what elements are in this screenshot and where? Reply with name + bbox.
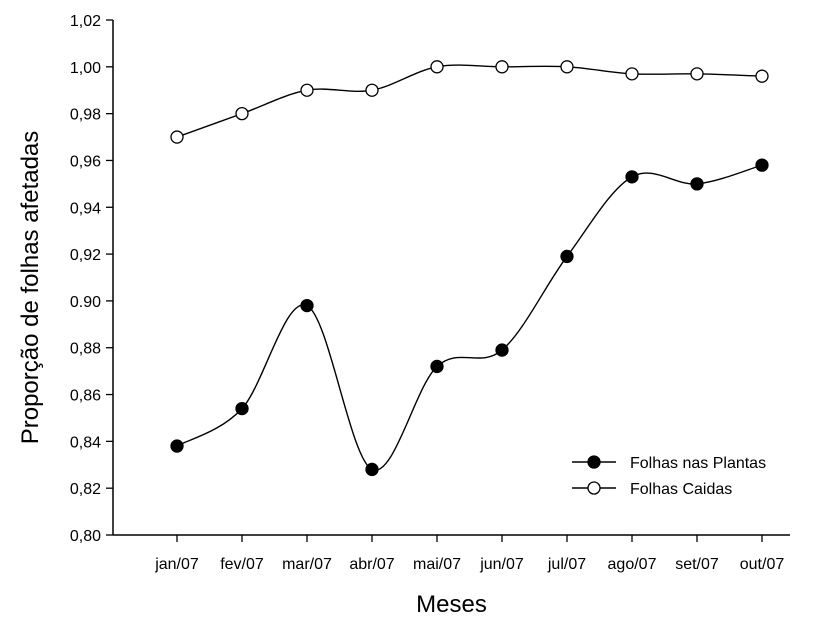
data-point [300, 298, 314, 313]
data-point [625, 170, 639, 184]
y-tick-label: 0,96 [70, 153, 101, 170]
series-line [176, 64, 763, 138]
legend-item: Folhas Caidas [572, 481, 732, 498]
legend: Folhas nas Plantas Folhas Caidas [572, 455, 766, 498]
data-point [755, 158, 769, 172]
data-point [755, 69, 769, 83]
data-point [560, 249, 574, 264]
y-tick-label: 0,82 [70, 481, 101, 498]
data-point [625, 67, 639, 81]
y-tick-label: 0,80 [70, 528, 101, 545]
y-tick-label: 0,92 [70, 247, 101, 264]
data-point [560, 60, 574, 74]
data-point [690, 67, 704, 81]
x-tick-label: mai/07 [413, 556, 461, 573]
x-tick-label: ago/07 [608, 556, 657, 573]
y-tick-label: 0,88 [70, 341, 101, 358]
x-tick-label: abr/07 [349, 556, 394, 573]
legend-marker [587, 481, 601, 495]
data-point [690, 177, 704, 191]
data-point [170, 439, 184, 453]
x-tick-label: jun/07 [479, 556, 524, 573]
series-line [176, 164, 763, 471]
data-point [430, 60, 444, 74]
x-tick-label: out/07 [740, 556, 785, 573]
y-axis-title: Proporção de folhas afetadas [17, 131, 44, 445]
y-tick-label: 0,94 [70, 200, 101, 217]
data-point [495, 60, 509, 74]
legend-item: Folhas nas Plantas [572, 455, 766, 472]
data-point [300, 83, 314, 97]
x-axis-title: Meses [416, 591, 487, 618]
x-tick-label: jan/07 [154, 556, 199, 573]
legend-label: Folhas Caidas [630, 481, 732, 498]
y-ticks: 0,80 0,82 0,84 0,86 0,88 0.90 0,92 0,94 0,96 0,98… [70, 13, 113, 545]
series-folhas-nas-plantas [170, 158, 769, 477]
legend-marker [587, 455, 601, 469]
y-tick-label: 0,98 [70, 107, 101, 124]
x-tick-label: set/07 [675, 556, 719, 573]
data-point [365, 462, 379, 477]
data-point [430, 359, 444, 374]
x-tick-label: fev/07 [220, 556, 264, 573]
data-point [495, 343, 509, 357]
legend-label: Folhas nas Plantas [630, 455, 766, 472]
y-tick-label: 0,84 [70, 434, 101, 451]
x-ticks: jan/07 fev/07 mar/07 abr/07 mai/07 jun/07 jul/… [154, 535, 784, 573]
y-tick-label: 1,02 [70, 13, 101, 30]
y-tick-label: 1,00 [70, 60, 101, 77]
axes [112, 20, 790, 536]
series-layer [170, 60, 769, 477]
data-point [365, 83, 379, 97]
series-folhas-caidas [170, 60, 769, 144]
y-tick-label: 0,86 [70, 388, 101, 405]
data-point [235, 401, 249, 416]
data-point [235, 106, 249, 121]
x-tick-label: mar/07 [282, 556, 332, 573]
x-tick-label: jul/07 [547, 556, 586, 573]
y-tick-label: 0.90 [70, 294, 101, 311]
data-point [170, 130, 184, 144]
